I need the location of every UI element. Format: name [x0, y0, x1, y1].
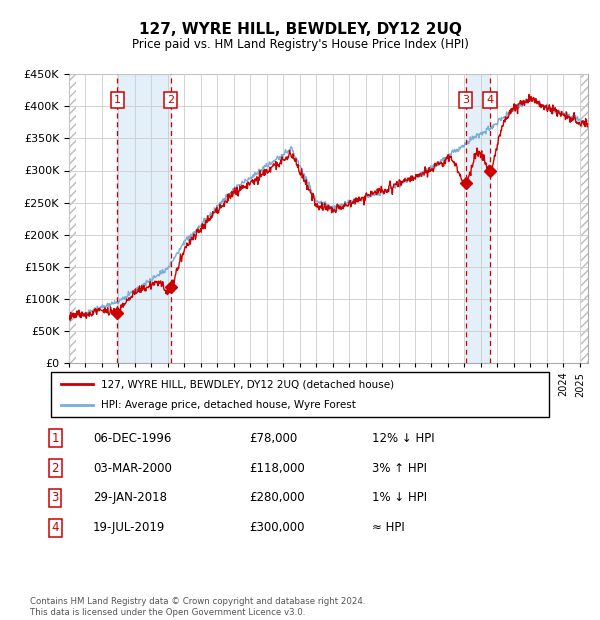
- Text: 06-DEC-1996: 06-DEC-1996: [93, 432, 172, 445]
- Text: 3: 3: [52, 492, 59, 504]
- Text: 4: 4: [52, 521, 59, 534]
- Text: 12% ↓ HPI: 12% ↓ HPI: [372, 432, 434, 445]
- Bar: [466, 74, 490, 363]
- Text: 2: 2: [52, 462, 59, 474]
- Text: 1: 1: [114, 95, 121, 105]
- Text: Contains HM Land Registry data © Crown copyright and database right 2024.
This d: Contains HM Land Registry data © Crown c…: [30, 598, 365, 617]
- Text: 1% ↓ HPI: 1% ↓ HPI: [372, 492, 427, 504]
- FancyBboxPatch shape: [51, 372, 549, 417]
- Text: 127, WYRE HILL, BEWDLEY, DY12 2UQ (detached house): 127, WYRE HILL, BEWDLEY, DY12 2UQ (detac…: [101, 379, 394, 389]
- Text: £300,000: £300,000: [249, 521, 305, 534]
- Text: £78,000: £78,000: [249, 432, 297, 445]
- Text: HPI: Average price, detached house, Wyre Forest: HPI: Average price, detached house, Wyre…: [101, 401, 356, 410]
- Text: 03-MAR-2000: 03-MAR-2000: [93, 462, 172, 474]
- Text: 2: 2: [167, 95, 174, 105]
- Text: 29-JAN-2018: 29-JAN-2018: [93, 492, 167, 504]
- Text: £118,000: £118,000: [249, 462, 305, 474]
- Text: Price paid vs. HM Land Registry's House Price Index (HPI): Price paid vs. HM Land Registry's House …: [131, 38, 469, 51]
- Text: £280,000: £280,000: [249, 492, 305, 504]
- Text: 4: 4: [487, 95, 494, 105]
- Text: 19-JUL-2019: 19-JUL-2019: [93, 521, 166, 534]
- Text: 127, WYRE HILL, BEWDLEY, DY12 2UQ: 127, WYRE HILL, BEWDLEY, DY12 2UQ: [139, 22, 461, 37]
- Text: 1: 1: [52, 432, 59, 445]
- Bar: [117, 74, 170, 363]
- Text: 3% ↑ HPI: 3% ↑ HPI: [372, 462, 427, 474]
- Text: 3: 3: [462, 95, 469, 105]
- Text: ≈ HPI: ≈ HPI: [372, 521, 405, 534]
